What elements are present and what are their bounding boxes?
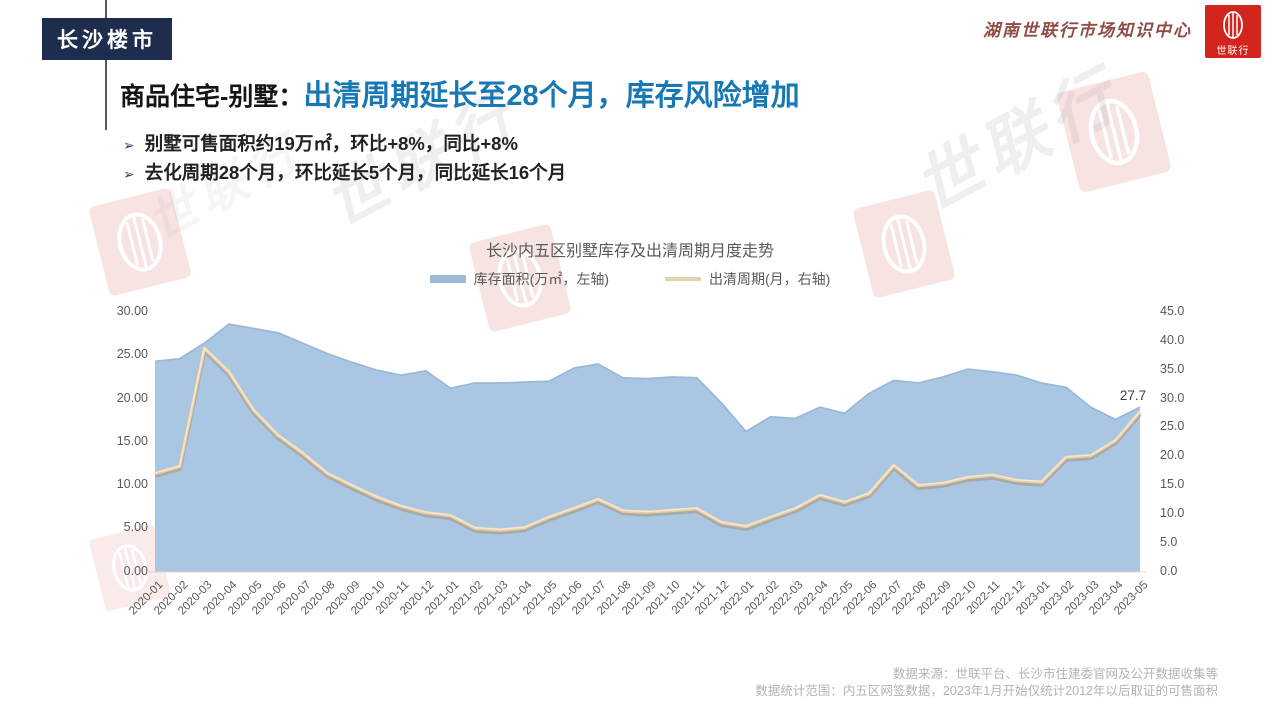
inventory-area-edge bbox=[154, 323, 1141, 433]
brand-logo: 世联行 bbox=[1205, 5, 1261, 58]
y-axis-left-tick: 10.00 bbox=[116, 477, 148, 491]
key-points: ➢ 别墅可售面积约19万㎡，环比+8%，同比+8% ➢ 去化周期28个月，环比延… bbox=[123, 130, 566, 188]
watermark-logo-glyph bbox=[111, 544, 149, 592]
y-axis-right-tick: 25.0 bbox=[1160, 419, 1185, 434]
y-axis-right-tick: 20.0 bbox=[1160, 448, 1185, 463]
watermark-logo-glyph bbox=[497, 248, 543, 308]
legend-line-swatch bbox=[665, 277, 701, 281]
data-source-note: 数据来源：世联平台、长沙市住建委官网及公开数据收集等 数据统计范围：内五区网签数… bbox=[755, 666, 1218, 700]
chart-legend: 库存面积(万㎡，左轴) 出清周期(月，右轴) bbox=[330, 269, 930, 289]
watermark-logo bbox=[468, 223, 572, 333]
page-title: 商品住宅-别墅： 出清周期延长至28个月，库存风险增加 bbox=[120, 72, 800, 114]
y-axis-right-tick: 5.0 bbox=[1160, 534, 1178, 549]
source-line: 数据来源：世联平台、长沙市住建委官网及公开数据收集等 bbox=[892, 667, 1218, 681]
legend-item-clearance: 出清周期(月，右轴) bbox=[665, 269, 830, 289]
bullet-arrow-icon: ➢ bbox=[123, 137, 135, 153]
watermark-logo bbox=[852, 189, 956, 299]
bullet-text: 别墅可售面积约19万㎡，环比+8%，同比+8% bbox=[144, 133, 518, 154]
y-axis-left-tick: 15.00 bbox=[116, 433, 148, 448]
watermark-logo-glyph bbox=[1088, 98, 1140, 166]
clearance-line-highlight bbox=[154, 347, 1141, 531]
bullet-arrow-icon: ➢ bbox=[123, 166, 135, 182]
watermark-logo bbox=[88, 187, 192, 297]
y-axis-right-tick: 35.0 bbox=[1160, 361, 1185, 376]
y-axis-left-tick: 30.00 bbox=[116, 304, 148, 318]
watermark-logo bbox=[88, 524, 172, 612]
chart-title: 长沙内五区别墅库存及出清周期月度走势 bbox=[485, 243, 774, 260]
watermark-logo bbox=[1055, 70, 1173, 194]
y-axis-right-tick: 0.0 bbox=[1160, 563, 1178, 578]
inventory-area bbox=[155, 324, 1140, 572]
clearance-line-shadow bbox=[154, 348, 1142, 535]
y-axis-left-tick: 25.00 bbox=[116, 347, 148, 362]
y-axis-right-tick: 30.0 bbox=[1160, 390, 1185, 405]
legend-item-inventory: 库存面积(万㎡，左轴) bbox=[429, 269, 609, 289]
legend-area-swatch bbox=[429, 275, 466, 283]
y-axis-right-tick: 45.0 bbox=[1160, 304, 1185, 318]
y-axis-right-tick: 40.0 bbox=[1160, 332, 1185, 347]
legend-label: 库存面积(万㎡，左轴) bbox=[473, 271, 609, 287]
y-axis-right-tick: 10.0 bbox=[1160, 505, 1185, 520]
bullet-item: ➢ 去化周期28个月，环比延长5个月，同比延长16个月 bbox=[123, 159, 566, 188]
y-axis-right-tick: 15.0 bbox=[1160, 477, 1185, 491]
section-badge: 长沙楼市 bbox=[42, 18, 172, 60]
header-divider-line bbox=[105, 0, 107, 130]
y-axis-left-tick: 20.00 bbox=[116, 390, 148, 405]
y-axis-left-tick: 5.00 bbox=[123, 520, 148, 535]
y-axis-left-tick: 0.00 bbox=[123, 563, 148, 578]
brand-logo-icon bbox=[1223, 11, 1243, 39]
brand-logo-label: 世联行 bbox=[1216, 46, 1250, 57]
legend-label: 出清周期(月，右轴) bbox=[709, 271, 831, 287]
org-title: 湖南世联行市场知识中心 bbox=[983, 21, 1192, 40]
page-title-highlight: 出清周期延长至28个月，库存风险增加 bbox=[303, 80, 800, 112]
bullet-item: ➢ 别墅可售面积约19万㎡，环比+8%，同比+8% bbox=[123, 130, 566, 159]
source-line: 数据统计范围：内五区网签数据，2023年1月开始仅统计2012年以后取证的可售面… bbox=[755, 684, 1218, 698]
watermark-logo-glyph bbox=[117, 212, 163, 272]
annotation-last-value: 27.7 bbox=[1120, 388, 1146, 403]
bullet-text: 去化周期28个月，环比延长5个月，同比延长16个月 bbox=[144, 162, 567, 183]
page-title-prefix: 商品住宅-别墅： bbox=[120, 83, 304, 111]
watermark-logo-glyph bbox=[881, 214, 927, 274]
